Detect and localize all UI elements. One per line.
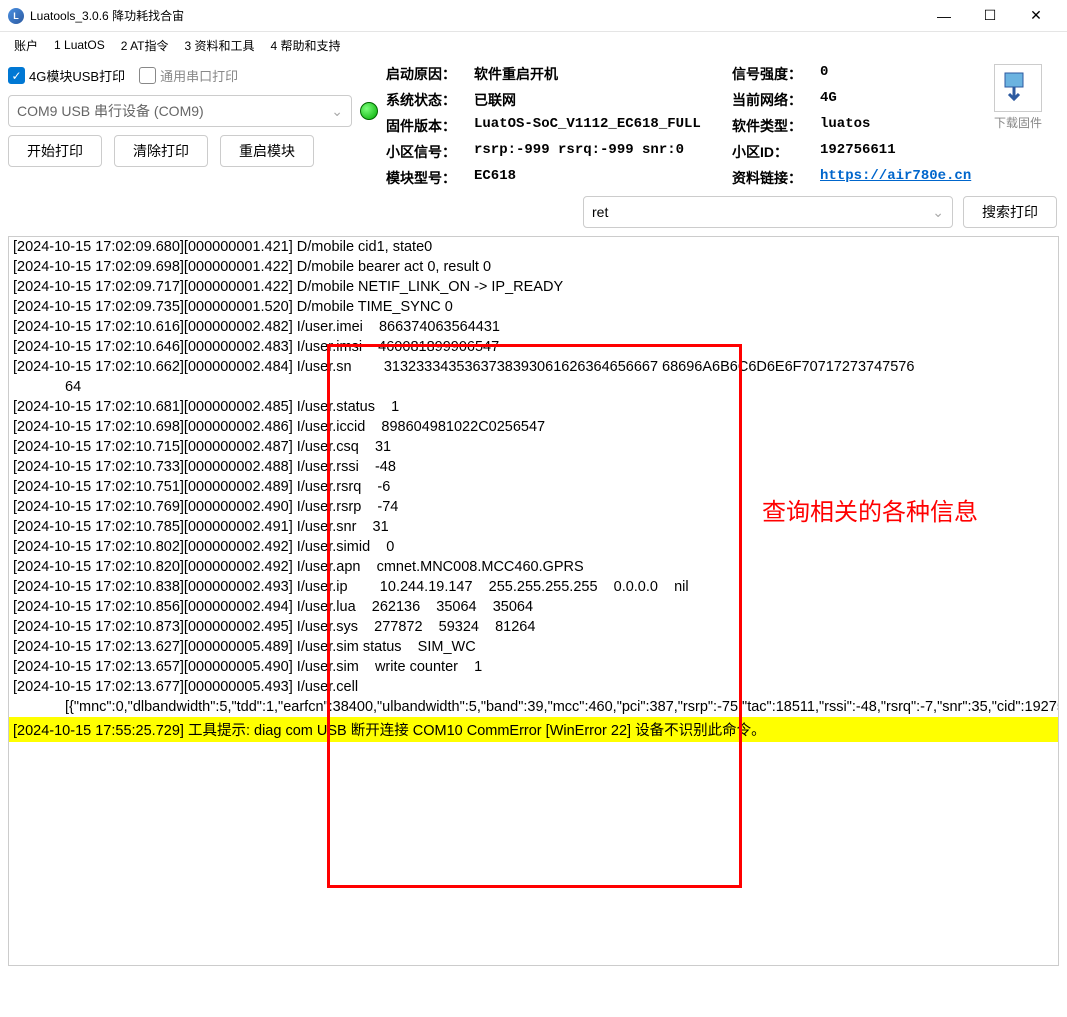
titlebar: L Luatools_3.0.6 降功耗找合宙 ― ☐ ✕	[0, 0, 1067, 32]
menu-tools[interactable]: 3 资料和工具	[177, 35, 263, 56]
port-row: COM9 USB 串行设备 (COM9) ⌄	[8, 95, 378, 127]
search-value: ret	[592, 204, 608, 220]
close-button[interactable]: ✕	[1013, 0, 1059, 32]
left-controls: ✓ 4G模块USB打印 通用串口打印 COM9 USB 串行设备 (COM9) …	[8, 64, 378, 167]
log-line: [2024-10-15 17:02:10.820][000000002.492]…	[9, 557, 1058, 577]
log-line: [2024-10-15 17:02:09.698][000000001.422]…	[9, 257, 1058, 277]
menu-help[interactable]: 4 帮助和支持	[263, 35, 349, 56]
log-line: [2024-10-15 17:02:10.715][000000002.487]…	[9, 437, 1058, 457]
info-label-fw: 固件版本：	[386, 116, 466, 136]
annotation-text: 查询相关的各种信息	[762, 492, 978, 527]
clear-print-button[interactable]: 清除打印	[114, 135, 208, 167]
info-value-model: EC618	[474, 168, 724, 188]
chk-usb-print[interactable]: ✓ 4G模块USB打印	[8, 66, 125, 85]
log-line: [2024-10-15 17:02:09.735][000000001.520]…	[9, 297, 1058, 317]
log-line: [2024-10-15 17:02:10.838][000000002.493]…	[9, 577, 1058, 597]
log-line: [2024-10-15 17:02:09.680][000000001.421]…	[9, 237, 1058, 257]
download-icon[interactable]	[994, 64, 1042, 112]
download-label: 下载固件	[994, 114, 1042, 131]
start-print-button[interactable]: 开始打印	[8, 135, 102, 167]
info-value-status: 已联网	[474, 90, 724, 110]
port-combo[interactable]: COM9 USB 串行设备 (COM9) ⌄	[8, 95, 352, 127]
info-value-signal: 0	[820, 64, 980, 84]
log-line: [{"mnc":0,"dlbandwidth":5,"tdd":1,"earfc…	[9, 697, 1058, 717]
info-label-link: 资料链接：	[732, 168, 812, 188]
button-row: 开始打印 清除打印 重启模块	[8, 135, 378, 167]
log-line: [2024-10-15 17:02:10.698][000000002.486]…	[9, 417, 1058, 437]
menu-luatos[interactable]: 1 LuatOS	[46, 36, 113, 54]
app-icon: L	[8, 8, 24, 24]
info-value-link[interactable]: https://air780e.cn	[820, 168, 980, 188]
minimize-button[interactable]: ―	[921, 0, 967, 32]
checkbox-icon: ✓	[8, 67, 25, 84]
search-input[interactable]: ret ⌄	[583, 196, 953, 228]
log-line: [2024-10-15 17:02:10.873][000000002.495]…	[9, 617, 1058, 637]
window-title: Luatools_3.0.6 降功耗找合宙	[30, 7, 921, 24]
log-line: [2024-10-15 17:02:10.856][000000002.494]…	[9, 597, 1058, 617]
info-label-cellsig: 小区信号：	[386, 142, 466, 162]
info-label-boot: 启动原因：	[386, 64, 466, 84]
chevron-down-icon: ⌄	[932, 204, 944, 221]
status-led-icon	[360, 102, 378, 120]
info-value-boot: 软件重启开机	[474, 64, 724, 84]
info-label-net: 当前网络：	[732, 90, 812, 110]
log-line: [2024-10-15 17:02:13.627][000000005.489]…	[9, 637, 1058, 657]
search-button[interactable]: 搜索打印	[963, 196, 1057, 228]
menubar: 账户 1 LuatOS 2 AT指令 3 资料和工具 4 帮助和支持	[0, 32, 1067, 58]
log-line: [2024-10-15 17:02:10.616][000000002.482]…	[9, 317, 1058, 337]
menu-account[interactable]: 账户	[6, 35, 46, 56]
log-line: [2024-10-15 17:02:09.717][000000001.422]…	[9, 277, 1058, 297]
chk-usb-label: 4G模块USB打印	[29, 66, 125, 85]
chk-serial-print[interactable]: 通用串口打印	[139, 66, 238, 85]
log-area[interactable]: 查询相关的各种信息 [2024-10-15 17:02:09.680][0000…	[8, 236, 1059, 966]
search-row: ret ⌄ 搜索打印	[0, 192, 1067, 236]
log-line: [2024-10-15 17:02:10.733][000000002.488]…	[9, 457, 1058, 477]
log-line: [2024-10-15 17:02:10.802][000000002.492]…	[9, 537, 1058, 557]
info-label-signal: 信号强度：	[732, 64, 812, 84]
log-line: [2024-10-15 17:02:10.662][000000002.484]…	[9, 357, 1058, 377]
control-panel: ✓ 4G模块USB打印 通用串口打印 COM9 USB 串行设备 (COM9) …	[0, 58, 1067, 192]
chk-serial-label: 通用串口打印	[160, 66, 238, 85]
info-value-cellsig: rsrp:-999 rsrq:-999 snr:0	[474, 142, 724, 162]
info-value-swtype: luatos	[820, 116, 980, 136]
port-combo-value: COM9 USB 串行设备 (COM9)	[17, 101, 204, 121]
chevron-down-icon: ⌄	[331, 103, 343, 120]
maximize-button[interactable]: ☐	[967, 0, 1013, 32]
info-grid: 启动原因： 软件重启开机 信号强度： 0 系统状态： 已联网 当前网络： 4G …	[386, 64, 980, 188]
info-value-fw: LuatOS-SoC_V1112_EC618_FULL	[474, 116, 724, 136]
info-value-net: 4G	[820, 90, 980, 110]
checkbox-icon	[139, 67, 156, 84]
info-value-cellid: 192756611	[820, 142, 980, 162]
log-line: [2024-10-15 17:02:10.646][000000002.483]…	[9, 337, 1058, 357]
info-label-cellid: 小区ID：	[732, 142, 812, 162]
menu-at[interactable]: 2 AT指令	[113, 35, 177, 56]
restart-module-button[interactable]: 重启模块	[220, 135, 314, 167]
log-line: [2024-10-15 17:55:25.729] 工具提示: diag com…	[9, 717, 1058, 742]
info-label-model: 模块型号：	[386, 168, 466, 188]
log-line: [2024-10-15 17:02:10.681][000000002.485]…	[9, 397, 1058, 417]
log-line: [2024-10-15 17:02:13.657][000000005.490]…	[9, 657, 1058, 677]
log-line: 64	[9, 377, 1058, 397]
checkbox-row: ✓ 4G模块USB打印 通用串口打印	[8, 64, 378, 87]
log-line: [2024-10-15 17:02:13.677][000000005.493]…	[9, 677, 1058, 697]
download-column: 下载固件	[988, 64, 1048, 131]
info-label-swtype: 软件类型：	[732, 116, 812, 136]
info-label-status: 系统状态：	[386, 90, 466, 110]
